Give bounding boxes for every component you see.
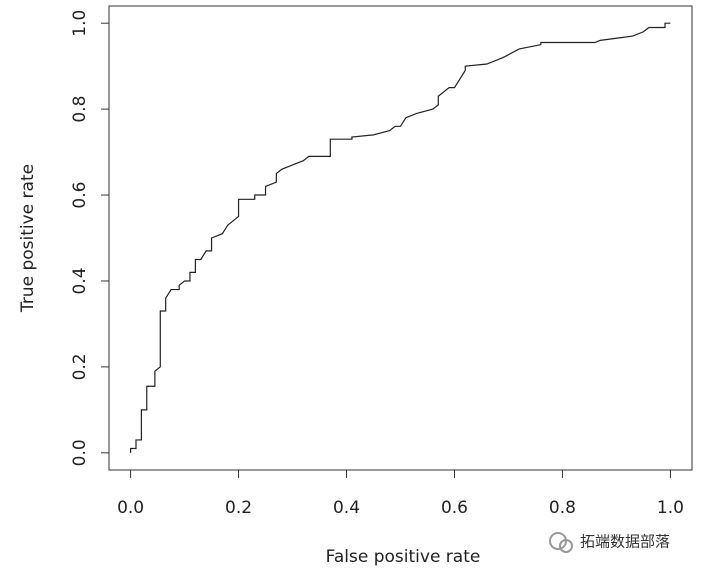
x-tick-label: 0.4 xyxy=(333,498,360,518)
x-tick-label: 0.6 xyxy=(441,498,468,518)
plot-frame xyxy=(108,5,693,471)
y-tick-label: 0.2 xyxy=(70,353,90,380)
y-tick-label: 0.8 xyxy=(70,96,90,123)
x-axis-label: False positive rate xyxy=(326,547,481,567)
y-tick-label: 0.6 xyxy=(70,182,90,209)
watermark-icon xyxy=(549,532,573,553)
x-tick-label: 0.0 xyxy=(117,498,144,518)
y-tick-label: 0.0 xyxy=(70,439,90,466)
roc-curve xyxy=(129,22,671,453)
x-tick-label: 1.0 xyxy=(657,498,684,518)
x-tick-label: 0.2 xyxy=(225,498,252,518)
y-tick-label: 1.0 xyxy=(70,10,90,37)
x-tick-label: 0.8 xyxy=(549,498,576,518)
y-axis-label: True positive rate xyxy=(18,164,38,313)
watermark: 拓端数据部落 xyxy=(580,533,670,551)
y-tick-label: 0.4 xyxy=(70,267,90,294)
